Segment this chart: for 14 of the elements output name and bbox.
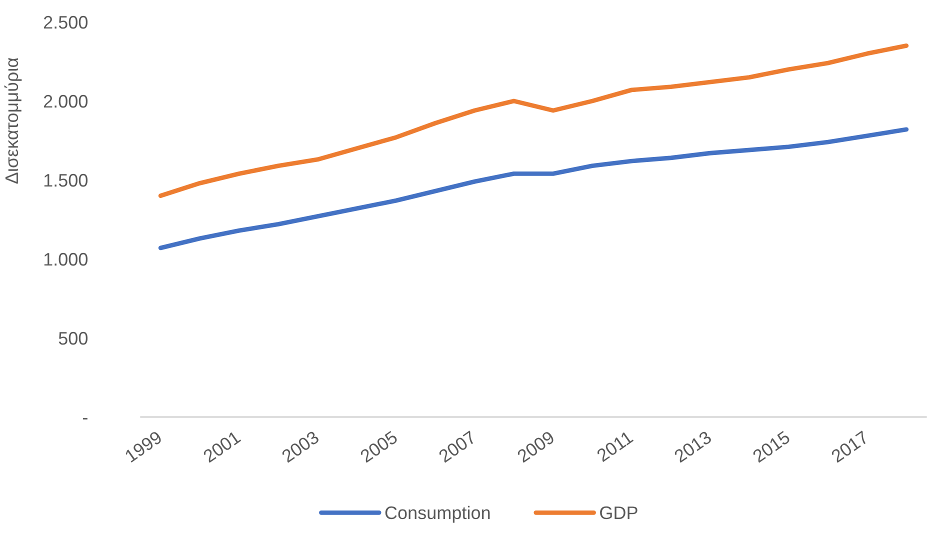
line-series (158, 43, 909, 198)
legend-label: GDP (600, 506, 638, 520)
y-tick-label: 1.500 (44, 174, 88, 187)
y-tick-label: 1.000 (44, 252, 88, 266)
y-tick-label: 500 (58, 332, 88, 345)
x-tick-label: 1999 (124, 430, 163, 463)
y-tick-label: 2.500 (44, 16, 88, 29)
y-axis-title: Δισεκατομμύρια (4, 58, 22, 184)
y-tick-label: 2.000 (44, 94, 88, 108)
legend-label: Consumption (385, 506, 490, 523)
x-tick-label: 2011 (596, 430, 634, 462)
y-tick-label: - (83, 418, 88, 420)
x-tick-label: 2001 (202, 430, 242, 463)
line-series (158, 127, 909, 250)
